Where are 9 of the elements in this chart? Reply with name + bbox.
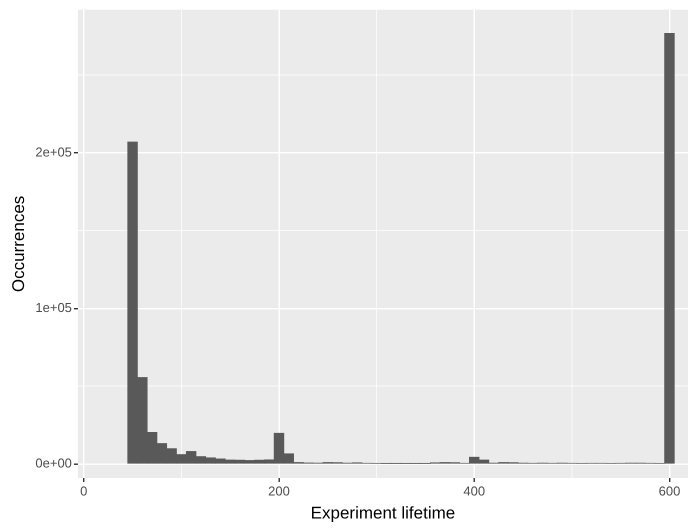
x-tick-label: 0: [80, 483, 88, 498]
y-tick-label: 2e+05: [35, 144, 72, 160]
y-axis-title: Occurrences: [8, 196, 28, 292]
x-tick-label: 200: [268, 483, 290, 498]
x-tick-label: 400: [463, 483, 486, 498]
x-tick-label: 600: [658, 483, 680, 498]
y-tick-label: 0e+00: [35, 456, 72, 471]
x-axis-title: Experiment lifetime: [310, 503, 456, 522]
y-tick-label: 1e+05: [35, 300, 72, 316]
